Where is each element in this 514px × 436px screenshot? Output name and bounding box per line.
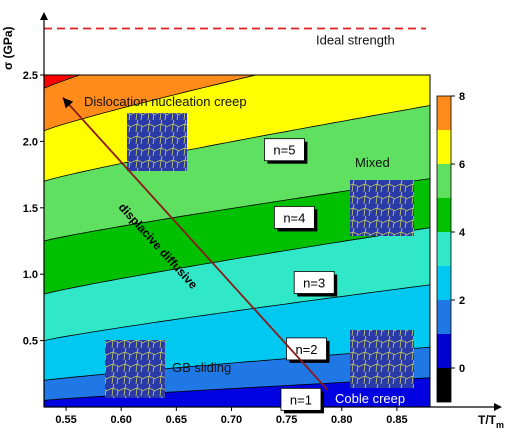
x-tick-label: 0.85 (386, 414, 407, 426)
colorbar-frame (436, 95, 452, 403)
y-tick-label: 0.5 (23, 336, 38, 348)
ideal-strength-label: Ideal strength (316, 33, 395, 48)
colorbar-tick-label: 8 (459, 91, 465, 103)
colorbar-tick-label: 2 (459, 295, 465, 307)
colorbar-segment (437, 130, 451, 164)
x-axis-arrow-icon (494, 403, 502, 411)
y-tick-label: 2.0 (23, 136, 38, 148)
colorbar-segment (437, 164, 451, 198)
n-label: n=4 (283, 210, 305, 225)
x-tick-label: 0.70 (221, 414, 242, 426)
region-label-dislocation: Dislocation nucleation creep (84, 94, 247, 109)
colorbar-tick-label: 0 (459, 363, 465, 375)
x-tick-label: 0.65 (166, 414, 187, 426)
colorbar-segment (437, 266, 451, 300)
y-tick-label: 1.5 (23, 203, 38, 215)
colorbar-segment (437, 334, 451, 368)
n-label: n=1 (290, 392, 312, 407)
x-tick-label: 0.55 (55, 414, 76, 426)
n-labels: n=1 n=2 n=3 n=4 n=5 (264, 138, 338, 414)
colorbar-tick-label: 4 (459, 227, 466, 239)
arrow-line (62, 96, 329, 391)
colorbar-segment (437, 368, 451, 402)
x-tick-label: 0.75 (276, 414, 297, 426)
n-label: n=5 (273, 143, 295, 158)
x-tick-label: 0.80 (331, 414, 352, 426)
axes: 0.5 1.0 1.5 2.0 2.5 0.55 0.60 0.65 0.70 0.75 0.80 0… (23, 12, 502, 426)
region-label-gb-sliding: GB sliding (172, 360, 231, 375)
contour-line (44, 75, 258, 132)
colorbar-tick-label: 6 (459, 159, 465, 171)
n-label-box (273, 206, 315, 229)
x-axis-label: T/Tm (478, 413, 504, 430)
contour-line (44, 105, 430, 182)
n-label-box (293, 271, 335, 294)
contour-band (44, 75, 80, 89)
y-axis-arrow-icon (40, 12, 48, 20)
colorbar-segment (437, 96, 451, 130)
x-tick-label: 0.60 (110, 414, 131, 426)
contour-band (44, 75, 256, 131)
colorbar-segment (437, 198, 451, 232)
colorbar: 0 2 4 6 8 (436, 91, 466, 403)
arrow-head-icon (62, 97, 74, 109)
n-label: n=2 (295, 342, 317, 357)
n-label: n=3 (303, 275, 325, 290)
colorbar-segment (437, 300, 451, 334)
n-label-box (264, 138, 305, 162)
region-label-mixed: Mixed (355, 155, 390, 170)
mechanism-arrow (62, 96, 329, 391)
y-axis-label: σ (GPa) (1, 26, 15, 70)
colorbar-segment (437, 232, 451, 266)
y-tick-label: 1.0 (23, 269, 38, 281)
y-tick-label: 2.5 (23, 70, 38, 82)
n-label-box (280, 387, 322, 411)
region-label-coble: Coble creep (335, 391, 405, 406)
contour-line (44, 227, 430, 295)
contour-line (44, 284, 430, 341)
atomistic-snapshot (105, 113, 414, 398)
